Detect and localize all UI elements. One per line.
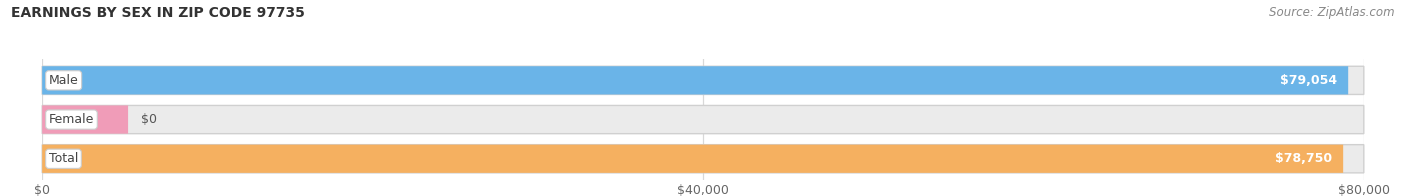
FancyBboxPatch shape <box>42 66 1364 94</box>
Text: $78,750: $78,750 <box>1275 152 1333 165</box>
Text: Male: Male <box>49 74 79 87</box>
FancyBboxPatch shape <box>42 145 1364 173</box>
Text: Total: Total <box>49 152 79 165</box>
Text: $79,054: $79,054 <box>1281 74 1337 87</box>
Text: $0: $0 <box>141 113 157 126</box>
Text: Source: ZipAtlas.com: Source: ZipAtlas.com <box>1270 6 1395 19</box>
Text: Female: Female <box>49 113 94 126</box>
FancyBboxPatch shape <box>42 145 1343 173</box>
FancyBboxPatch shape <box>42 105 128 134</box>
FancyBboxPatch shape <box>42 66 1348 94</box>
FancyBboxPatch shape <box>42 105 1364 134</box>
Text: EARNINGS BY SEX IN ZIP CODE 97735: EARNINGS BY SEX IN ZIP CODE 97735 <box>11 6 305 20</box>
